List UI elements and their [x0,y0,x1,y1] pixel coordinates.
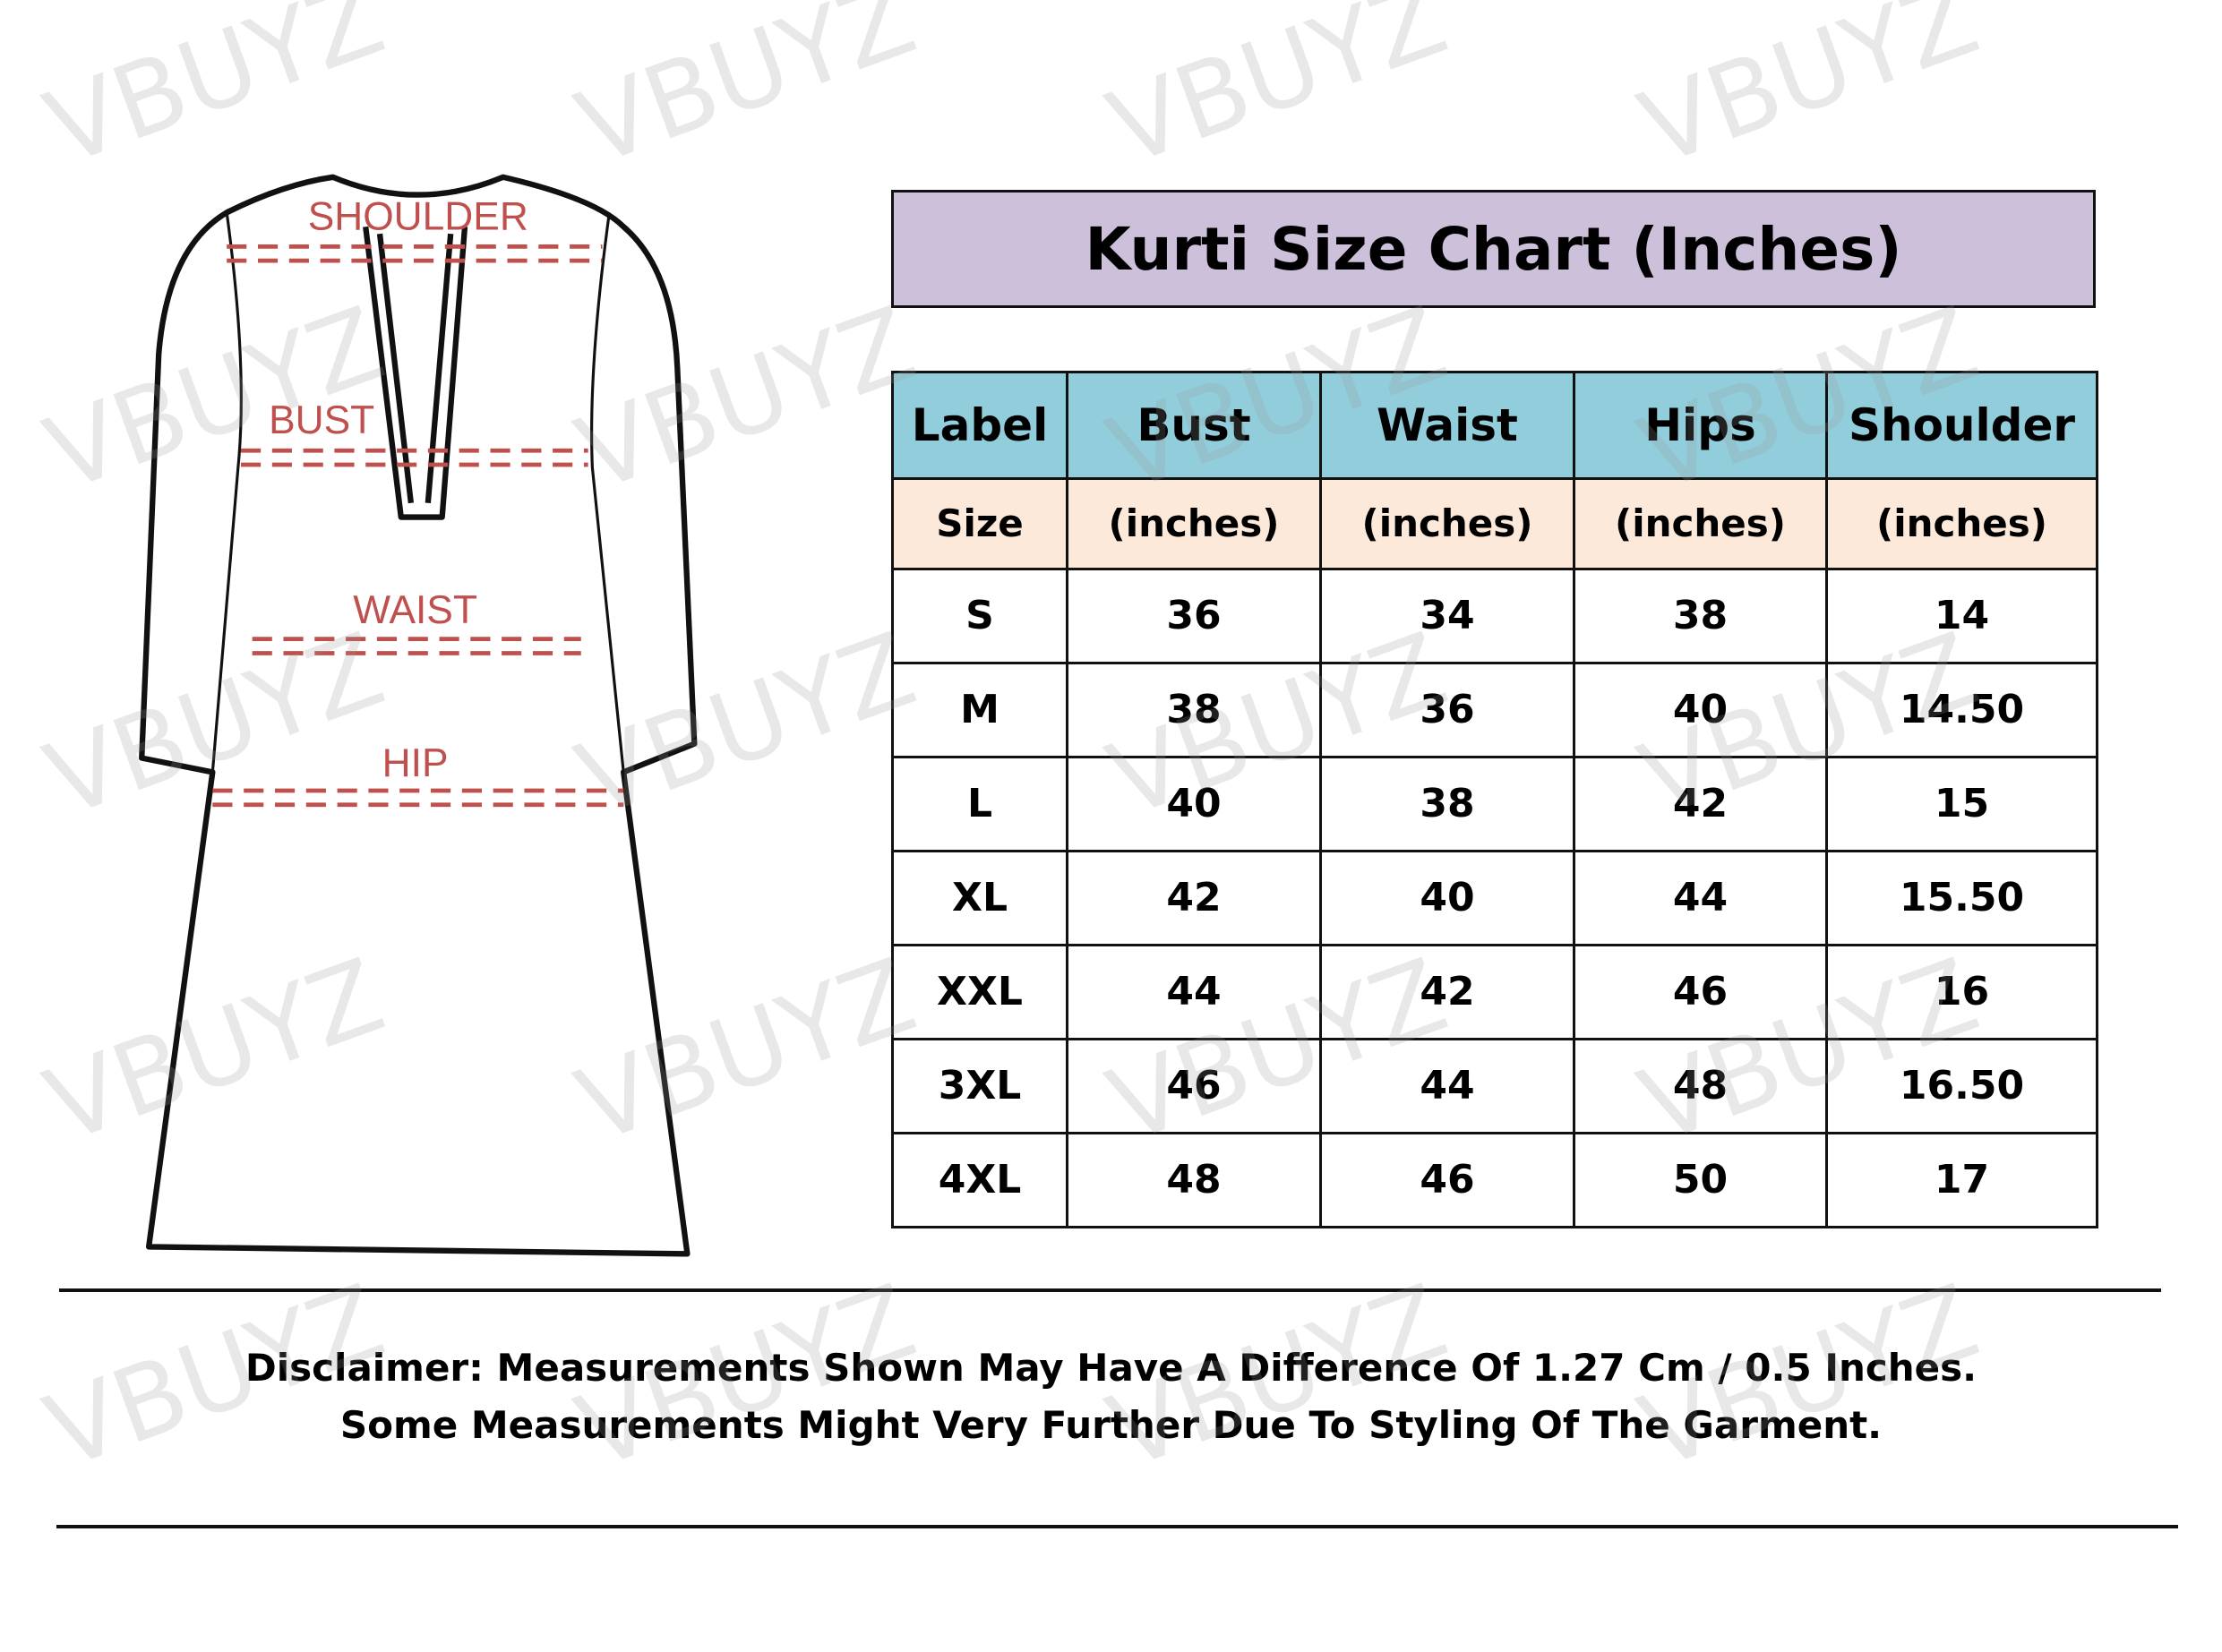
table-cell: (inches) [1573,476,1828,570]
subheader-row: Size (inches) (inches) (inches) (inches) [891,476,2098,570]
table-cell: 48 [1066,1131,1322,1229]
table-cell: 15 [1825,755,2098,852]
table-cell: Shoulder [1825,371,2098,480]
table-cell: 16 [1825,943,2098,1040]
kurti-outline [139,174,698,1257]
disclaimer-line-1: Disclaimer: Measurements Shown May Have … [245,1346,1977,1390]
table-row: S 36 34 38 14 [891,567,2098,664]
table-row: XXL 44 42 46 16 [891,943,2098,1040]
table-cell: XL [891,849,1068,946]
table-cell: 36 [1319,661,1575,758]
table-cell: 3XL [891,1037,1068,1134]
divider-top [59,1288,2161,1292]
table-cell: 50 [1573,1131,1828,1229]
table-cell: 44 [1573,849,1828,946]
header-row: Label Bust Waist Hips Shoulder [891,371,2098,480]
table-cell: 34 [1319,567,1575,664]
kurti-sleeve-seam-left [210,212,243,773]
table-row: XL 42 40 44 15.50 [891,849,2098,946]
table-cell: 4XL [891,1131,1068,1229]
table-row: 4XL 48 46 50 17 [891,1131,2098,1229]
disclaimer-line-2: Some Measurements Might Very Further Due… [339,1403,1883,1447]
table-cell: 15.50 [1825,849,2098,946]
table-cell: 44 [1319,1037,1575,1134]
kurti-placket [363,226,468,520]
table-cell: Bust [1066,371,1322,480]
kurti-sleeve-seam-right [590,212,625,773]
divider-bottom [56,1525,2178,1528]
table-cell: 42 [1066,849,1322,946]
table-row: M 38 36 40 14.50 [891,661,2098,758]
table-cell: 14 [1825,567,2098,664]
table-cell: 46 [1319,1131,1575,1229]
table-cell: 40 [1066,755,1322,852]
table-cell: M [891,661,1068,758]
shoulder-label: SHOULDER [308,194,528,238]
table-cell: 36 [1066,567,1322,664]
table-cell: 48 [1573,1037,1828,1134]
table-cell: 16.50 [1825,1037,2098,1134]
hip-label: HIP [382,741,449,785]
table-cell: 46 [1573,943,1828,1040]
table-cell: Waist [1319,371,1575,480]
table-cell: Size [891,476,1068,570]
table-cell: S [891,567,1068,664]
table-cell: 38 [1573,567,1828,664]
chart-title: Kurti Size Chart (Inches) [891,190,2096,308]
table-cell: 14.50 [1825,661,2098,758]
table-row: 3XL 46 44 48 16.50 [891,1037,2098,1134]
table-cell: (inches) [1825,476,2098,570]
table-cell: 42 [1319,943,1575,1040]
table-cell: 40 [1573,661,1828,758]
table-cell: 44 [1066,943,1322,1040]
table-cell: (inches) [1319,476,1575,570]
table-cell: 38 [1066,661,1322,758]
table-cell: XXL [891,943,1068,1040]
table-row: L 40 38 42 15 [891,755,2098,852]
table-cell: L [891,755,1068,852]
table-cell: 17 [1825,1131,2098,1229]
table-cell: 40 [1319,849,1575,946]
table-cell: 42 [1573,755,1828,852]
table-cell: 38 [1319,755,1575,852]
table-cell: Label [891,371,1068,480]
size-table: Label Bust Waist Hips Shoulder Size (inches) (i… [891,371,2098,1229]
table-cell: 46 [1066,1037,1322,1134]
waist-label: WAIST [353,588,477,632]
table-cell: (inches) [1066,476,1322,570]
table-cell: Hips [1573,371,1828,480]
bust-label: BUST [269,398,374,442]
